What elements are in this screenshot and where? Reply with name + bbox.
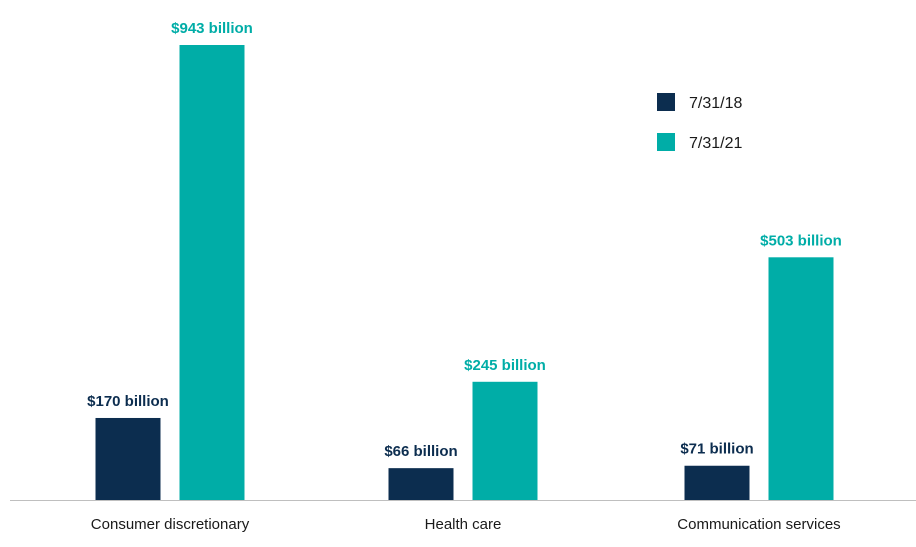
data-label: $245 billion: [464, 357, 546, 374]
bar-series2-0: [179, 45, 245, 500]
category-label: Communication services: [677, 516, 840, 533]
legend-label: 7/31/18: [689, 95, 742, 112]
data-label: $170 billion: [87, 393, 169, 410]
bar-series2-1: [472, 381, 538, 500]
bar-series1-2: [684, 465, 750, 500]
category-label: Health care: [425, 516, 502, 533]
category-label: Consumer discretionary: [91, 516, 250, 533]
data-label: $71 billion: [680, 441, 753, 458]
legend-label: 7/31/21: [689, 135, 742, 152]
data-label: $943 billion: [171, 20, 253, 37]
data-label: $66 billion: [384, 443, 457, 460]
legend-swatch-1: [657, 93, 675, 111]
legend-swatch-2: [657, 133, 675, 151]
bar-series2-2: [768, 257, 834, 500]
data-label: $503 billion: [760, 232, 842, 249]
bar-series1-0: [95, 417, 161, 500]
bar-series1-1: [388, 468, 454, 500]
